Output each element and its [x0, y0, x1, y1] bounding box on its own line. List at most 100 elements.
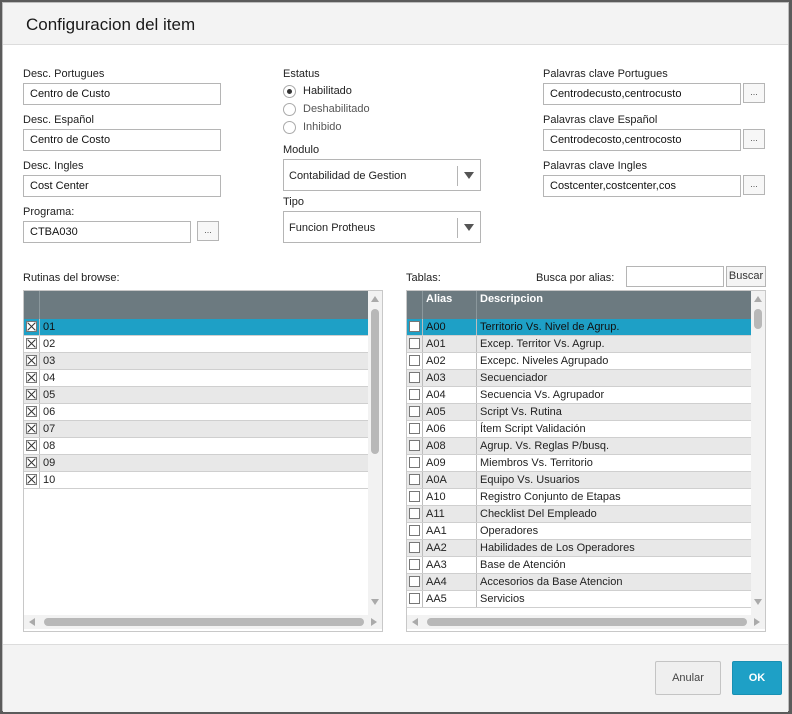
- checkbox-icon[interactable]: [26, 474, 37, 485]
- checkbox-icon[interactable]: [409, 355, 420, 366]
- tablas-row[interactable]: A11 Checklist Del Empleado: [407, 506, 751, 523]
- rutinas-row[interactable]: 05: [24, 387, 368, 404]
- scroll-up-icon[interactable]: [371, 296, 379, 302]
- checkbox-icon[interactable]: [409, 542, 420, 553]
- tablas-row[interactable]: AA5 Servicios: [407, 591, 751, 608]
- checkbox-icon[interactable]: [409, 491, 420, 502]
- descripcion-cell: Excepc. Niveles Agrupado: [480, 355, 609, 367]
- checkbox-icon[interactable]: [409, 440, 420, 451]
- rutinas-row[interactable]: 10: [24, 472, 368, 489]
- rutinas-vertical-scrollbar[interactable]: [368, 291, 382, 615]
- tablas-vertical-thumb[interactable]: [754, 309, 762, 329]
- checkbox-icon[interactable]: [409, 389, 420, 400]
- checkbox-icon[interactable]: [26, 389, 37, 400]
- tablas-row[interactable]: A0A Equipo Vs. Usuarios: [407, 472, 751, 489]
- desc-ingles-input[interactable]: [23, 175, 221, 197]
- desc-portugues-input[interactable]: [23, 83, 221, 105]
- desc-espanol-input[interactable]: [23, 129, 221, 151]
- tablas-horizontal-scrollbar[interactable]: [407, 615, 765, 629]
- rutinas-row[interactable]: 01: [24, 319, 368, 336]
- tablas-row[interactable]: A00 Territorio Vs. Nivel de Agrup.: [407, 319, 751, 336]
- checkbox-icon[interactable]: [409, 406, 420, 417]
- checkbox-icon[interactable]: [409, 372, 420, 383]
- rutinas-row[interactable]: 04: [24, 370, 368, 387]
- buscar-button[interactable]: Buscar: [726, 266, 766, 287]
- checkbox-icon[interactable]: [409, 576, 420, 587]
- checkbox-icon[interactable]: [26, 423, 37, 434]
- busca-alias-input[interactable]: [626, 266, 724, 287]
- scroll-right-icon[interactable]: [371, 618, 377, 626]
- checkbox-icon[interactable]: [26, 406, 37, 417]
- rutinas-row[interactable]: 09: [24, 455, 368, 472]
- tablas-row[interactable]: A09 Miembros Vs. Territorio: [407, 455, 751, 472]
- tablas-row[interactable]: AA1 Operadores: [407, 523, 751, 540]
- ok-button[interactable]: OK: [732, 661, 782, 695]
- checkbox-icon[interactable]: [26, 355, 37, 366]
- scroll-down-icon[interactable]: [754, 599, 762, 605]
- checkbox-icon[interactable]: [26, 338, 37, 349]
- rutinas-horizontal-thumb[interactable]: [44, 618, 364, 626]
- alias-cell: A11: [423, 506, 477, 522]
- checkbox-icon[interactable]: [26, 372, 37, 383]
- tablas-row[interactable]: A04 Secuencia Vs. Agrupador: [407, 387, 751, 404]
- tablas-row[interactable]: A02 Excepc. Niveles Agrupado: [407, 353, 751, 370]
- scroll-left-icon[interactable]: [29, 618, 35, 626]
- keywords-portugues-input[interactable]: [543, 83, 741, 105]
- tablas-row[interactable]: A08 Agrup. Vs. Reglas P/busq.: [407, 438, 751, 455]
- tablas-vertical-scrollbar[interactable]: [751, 291, 765, 615]
- rutinas-horizontal-scrollbar[interactable]: [24, 615, 382, 629]
- checkbox-icon[interactable]: [409, 559, 420, 570]
- programa-input[interactable]: [23, 221, 191, 243]
- tablas-row[interactable]: AA4 Accesorios da Base Atencion: [407, 574, 751, 591]
- keywords-portugues-lookup-button[interactable]: ...: [743, 83, 765, 103]
- checkbox-icon[interactable]: [26, 321, 37, 332]
- alias-cell: AA2: [423, 540, 477, 556]
- scroll-right-icon[interactable]: [754, 618, 760, 626]
- rutina-value: 05: [43, 389, 56, 401]
- tablas-row[interactable]: A06 Ítem Script Validación: [407, 421, 751, 438]
- tablas-row[interactable]: A10 Registro Conjunto de Etapas: [407, 489, 751, 506]
- cancel-button[interactable]: Anular: [655, 661, 721, 695]
- rutina-value: 08: [43, 440, 56, 452]
- keywords-ingles-lookup-button[interactable]: ...: [743, 175, 765, 195]
- column-header-descripcion[interactable]: Descripcion: [480, 293, 543, 305]
- checkbox-icon[interactable]: [409, 423, 420, 434]
- tablas-row[interactable]: A01 Excep. Territor Vs. Agrup.: [407, 336, 751, 353]
- rutinas-row[interactable]: 06: [24, 404, 368, 421]
- keywords-espanol-lookup-button[interactable]: ...: [743, 129, 765, 149]
- tablas-row[interactable]: AA2 Habilidades de Los Operadores: [407, 540, 751, 557]
- tablas-horizontal-thumb[interactable]: [427, 618, 747, 626]
- rutina-value: 04: [43, 372, 56, 384]
- desc-espanol-label: Desc. Español: [23, 114, 94, 126]
- checkbox-icon[interactable]: [409, 525, 420, 536]
- checkbox-icon[interactable]: [409, 593, 420, 604]
- scroll-left-icon[interactable]: [412, 618, 418, 626]
- checkbox-icon[interactable]: [26, 457, 37, 468]
- checkbox-icon[interactable]: [409, 457, 420, 468]
- keywords-espanol-input[interactable]: [543, 129, 741, 151]
- alias-cell: A04: [423, 387, 477, 403]
- tipo-select[interactable]: Funcion Protheus: [283, 211, 481, 243]
- rutinas-row[interactable]: 03: [24, 353, 368, 370]
- checkbox-icon[interactable]: [409, 474, 420, 485]
- programa-lookup-button[interactable]: ...: [197, 221, 219, 241]
- tablas-row[interactable]: AA3 Base de Atención: [407, 557, 751, 574]
- scroll-down-icon[interactable]: [371, 599, 379, 605]
- column-header-alias[interactable]: Alias: [423, 291, 477, 319]
- rutinas-vertical-thumb[interactable]: [371, 309, 379, 454]
- checkbox-icon[interactable]: [409, 338, 420, 349]
- tablas-row[interactable]: A05 Script Vs. Rutina: [407, 404, 751, 421]
- scroll-up-icon[interactable]: [754, 296, 762, 302]
- descripcion-cell: Servicios: [480, 593, 525, 605]
- checkbox-icon[interactable]: [409, 321, 420, 332]
- keywords-ingles-input[interactable]: [543, 175, 741, 197]
- rutinas-row[interactable]: 02: [24, 336, 368, 353]
- checkbox-icon[interactable]: [409, 508, 420, 519]
- rutinas-row[interactable]: 08: [24, 438, 368, 455]
- modulo-select[interactable]: Contabilidad de Gestion: [283, 159, 481, 191]
- descripcion-cell: Territorio Vs. Nivel de Agrup.: [480, 321, 620, 333]
- descripcion-cell: Script Vs. Rutina: [480, 406, 562, 418]
- checkbox-icon[interactable]: [26, 440, 37, 451]
- tablas-row[interactable]: A03 Secuenciador: [407, 370, 751, 387]
- rutinas-row[interactable]: 07: [24, 421, 368, 438]
